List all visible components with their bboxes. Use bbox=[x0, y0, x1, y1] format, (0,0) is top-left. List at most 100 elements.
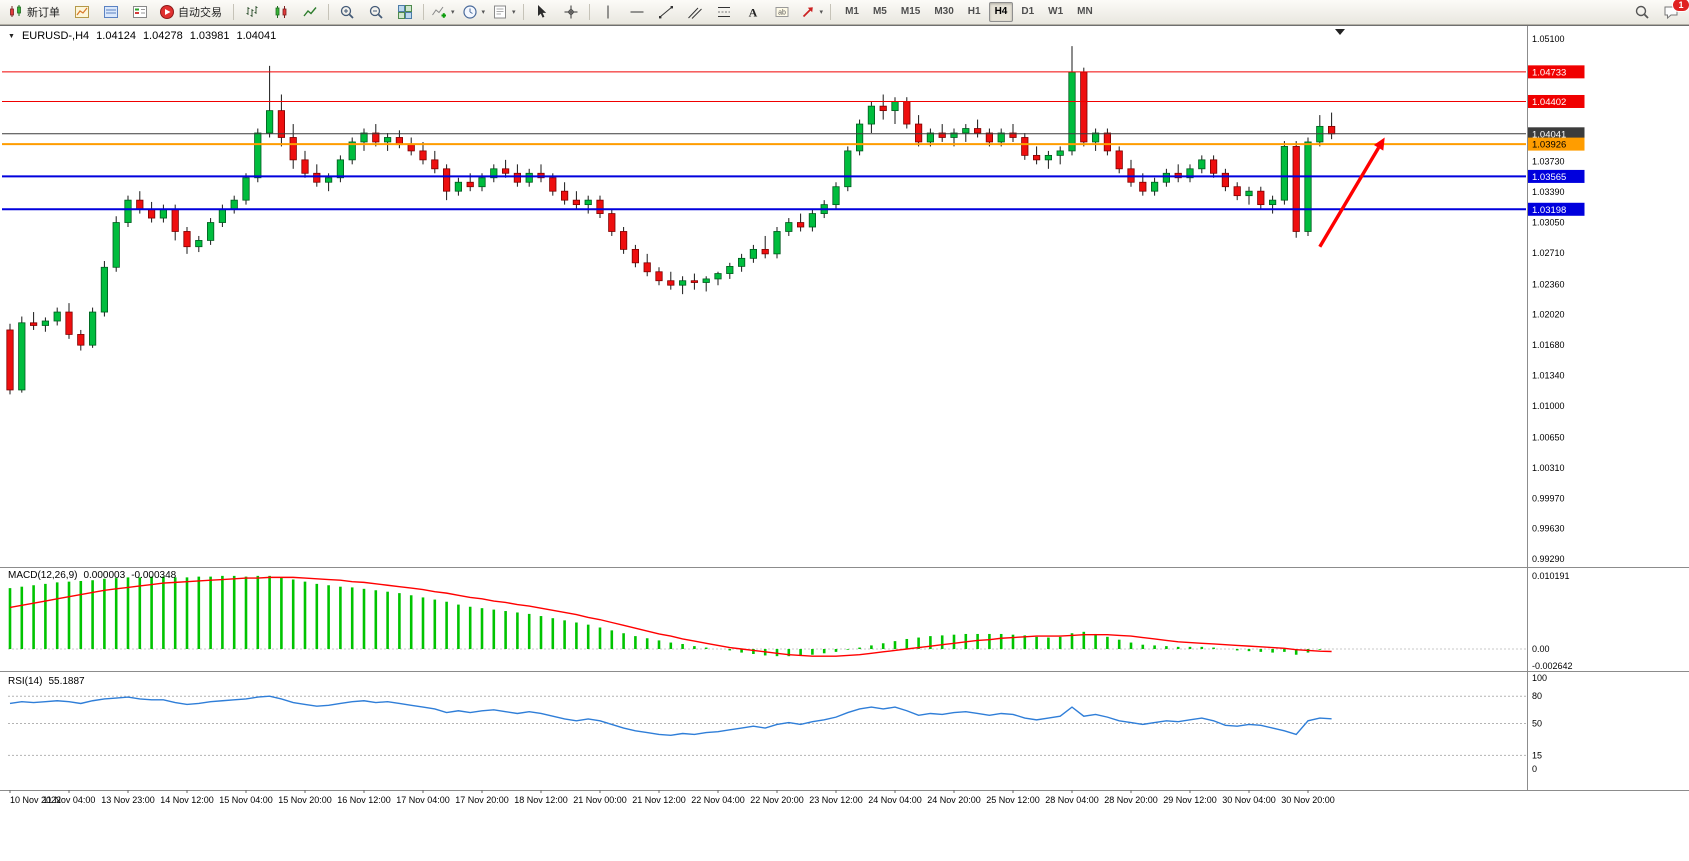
zoom-out-icon bbox=[369, 5, 383, 19]
text-label-tool-button[interactable]: ab bbox=[768, 1, 796, 23]
trendline-icon bbox=[658, 6, 673, 19]
tile-windows-icon bbox=[398, 5, 412, 19]
svg-text:-0.002642: -0.002642 bbox=[1532, 661, 1573, 671]
svg-text:1.05100: 1.05100 bbox=[1532, 34, 1565, 44]
profiles-button[interactable] bbox=[97, 1, 125, 23]
svg-text:11 Nov 04:00: 11 Nov 04:00 bbox=[43, 795, 96, 805]
text-tool-button[interactable]: A bbox=[739, 1, 767, 23]
svg-text:0: 0 bbox=[1532, 764, 1537, 774]
svg-text:1.00310: 1.00310 bbox=[1532, 463, 1565, 473]
svg-text:24 Nov 20:00: 24 Nov 20:00 bbox=[927, 795, 981, 805]
toolbar-separator bbox=[328, 4, 329, 20]
fibonacci-tool-button[interactable] bbox=[710, 1, 738, 23]
timeframe-button-h4[interactable]: H4 bbox=[988, 2, 1014, 22]
trend-arrow-annotation[interactable] bbox=[1318, 137, 1385, 248]
timeframe-button-w1[interactable]: W1 bbox=[1048, 6, 1064, 17]
svg-text:ab: ab bbox=[778, 10, 786, 17]
text-icon: A bbox=[748, 6, 757, 20]
line-chart-button[interactable] bbox=[296, 1, 324, 23]
svg-text:1.03565: 1.03565 bbox=[1532, 172, 1566, 183]
toolbar-separator bbox=[588, 4, 590, 20]
candlestick-chart-button[interactable] bbox=[267, 1, 295, 23]
cursor-tool-button[interactable] bbox=[528, 1, 556, 23]
svg-text:30 Nov 20:00: 30 Nov 20:00 bbox=[1281, 795, 1335, 805]
svg-text:1.03926: 1.03926 bbox=[1532, 140, 1566, 151]
svg-text:1.02020: 1.02020 bbox=[1532, 310, 1565, 320]
search-button[interactable] bbox=[1628, 1, 1656, 23]
notifications-button[interactable]: 1 bbox=[1657, 0, 1689, 23]
zoom-out-button[interactable] bbox=[362, 1, 390, 23]
chart-shift-marker-icon[interactable] bbox=[1335, 29, 1345, 35]
trendline-tool-button[interactable] bbox=[652, 1, 680, 23]
svg-text:15: 15 bbox=[1532, 750, 1542, 760]
svg-text:80: 80 bbox=[1532, 691, 1542, 701]
timeframe-button-h1[interactable]: H1 bbox=[967, 6, 981, 17]
one-click-trading-arrow-icon[interactable]: ▼ bbox=[8, 32, 15, 40]
svg-text:0.99630: 0.99630 bbox=[1532, 524, 1565, 534]
chevron-down-icon: ▾ bbox=[481, 9, 486, 16]
svg-text:1.02710: 1.02710 bbox=[1532, 248, 1565, 258]
timeframe-button-mn[interactable]: MN bbox=[1077, 6, 1093, 17]
templates-button[interactable]: ▾ bbox=[489, 1, 519, 23]
svg-text:16 Nov 12:00: 16 Nov 12:00 bbox=[337, 795, 391, 805]
chart-area: 1.05100 1.03730 1.03390 1.03050 1.02710 1.023… bbox=[0, 25, 1689, 861]
arrow-shape-icon bbox=[802, 7, 813, 18]
fibonacci-icon bbox=[717, 7, 730, 17]
rsi-line bbox=[9, 695, 1332, 737]
svg-text:21 Nov 00:00: 21 Nov 00:00 bbox=[573, 795, 627, 805]
market-watch-button[interactable] bbox=[126, 1, 154, 23]
price-axis-labels: 1.05100 1.03730 1.03390 1.03050 1.02710 1.023… bbox=[1532, 34, 1565, 564]
bar-chart-button[interactable] bbox=[238, 1, 266, 23]
indicators-button[interactable]: ▾ bbox=[428, 1, 458, 23]
candlestick-chart-icon bbox=[275, 6, 287, 18]
new-order-icon bbox=[10, 5, 21, 17]
equidistant-channel-tool-button[interactable] bbox=[681, 1, 709, 23]
toolbar-separator bbox=[830, 4, 832, 20]
svg-text:22 Nov 04:00: 22 Nov 04:00 bbox=[691, 795, 745, 805]
candle-bodies bbox=[6, 71, 1336, 391]
rsi-axis-labels: 100 80 50 15 0 bbox=[1532, 673, 1547, 774]
svg-text:1.04041: 1.04041 bbox=[1532, 129, 1566, 140]
timeframe-button-m1[interactable]: M1 bbox=[845, 6, 859, 17]
charts-grid-icon bbox=[75, 6, 89, 18]
svg-text:13 Nov 23:00: 13 Nov 23:00 bbox=[101, 795, 155, 805]
channel-icon bbox=[687, 7, 702, 19]
panel-separators bbox=[0, 26, 1689, 791]
zoom-in-icon bbox=[340, 5, 354, 19]
svg-text:1.00650: 1.00650 bbox=[1532, 432, 1565, 442]
svg-text:15 Nov 04:00: 15 Nov 04:00 bbox=[219, 795, 273, 805]
auto-trading-button[interactable]: 自动交易 bbox=[155, 1, 229, 23]
price-badge bbox=[1527, 169, 1585, 183]
macd-axis-labels: 0.010191 0.00 -0.002642 bbox=[1532, 571, 1573, 671]
zoom-in-button[interactable] bbox=[333, 1, 361, 23]
chevron-down-icon: ▾ bbox=[819, 9, 824, 16]
timeframe-button-m30[interactable]: M30 bbox=[934, 6, 954, 17]
vertical-line-tool-button[interactable] bbox=[594, 1, 622, 23]
svg-text:1.01340: 1.01340 bbox=[1532, 371, 1565, 381]
svg-text:28 Nov 04:00: 28 Nov 04:00 bbox=[1045, 795, 1099, 805]
svg-text:0.010191: 0.010191 bbox=[1532, 571, 1570, 581]
svg-text:15 Nov 20:00: 15 Nov 20:00 bbox=[278, 795, 332, 805]
horizontal-line-tool-button[interactable] bbox=[623, 1, 651, 23]
svg-text:1.04733: 1.04733 bbox=[1532, 67, 1566, 78]
crosshair-tool-button[interactable] bbox=[557, 1, 585, 23]
timeframe-button-m15[interactable]: M15 bbox=[900, 6, 921, 17]
svg-text:1.01000: 1.01000 bbox=[1532, 401, 1565, 411]
arrows-tool-button[interactable]: ▾ bbox=[797, 1, 827, 23]
bar-chart-icon bbox=[246, 6, 258, 17]
timeframe-button-m5[interactable]: M5 bbox=[872, 6, 887, 17]
svg-text:23 Nov 12:00: 23 Nov 12:00 bbox=[809, 795, 863, 805]
svg-text:0.99970: 0.99970 bbox=[1532, 493, 1565, 503]
timeframe-button-d1[interactable]: D1 bbox=[1021, 6, 1035, 17]
charts-grid-button[interactable] bbox=[68, 1, 96, 23]
periods-button[interactable]: ▾ bbox=[459, 1, 489, 23]
svg-text:29 Nov 12:00: 29 Nov 12:00 bbox=[1163, 795, 1217, 805]
new-order-button[interactable]: 新订单 bbox=[4, 1, 67, 23]
chevron-down-icon: ▾ bbox=[512, 9, 516, 16]
chart-canvas[interactable]: 1.05100 1.03730 1.03390 1.03050 1.02710 1.023… bbox=[0, 26, 1689, 861]
market-watch-icon bbox=[133, 6, 147, 18]
tile-windows-button[interactable] bbox=[391, 1, 419, 23]
svg-text:1.03390: 1.03390 bbox=[1532, 187, 1565, 197]
svg-text:17 Nov 04:00: 17 Nov 04:00 bbox=[396, 795, 450, 805]
price-badge bbox=[1527, 137, 1585, 151]
